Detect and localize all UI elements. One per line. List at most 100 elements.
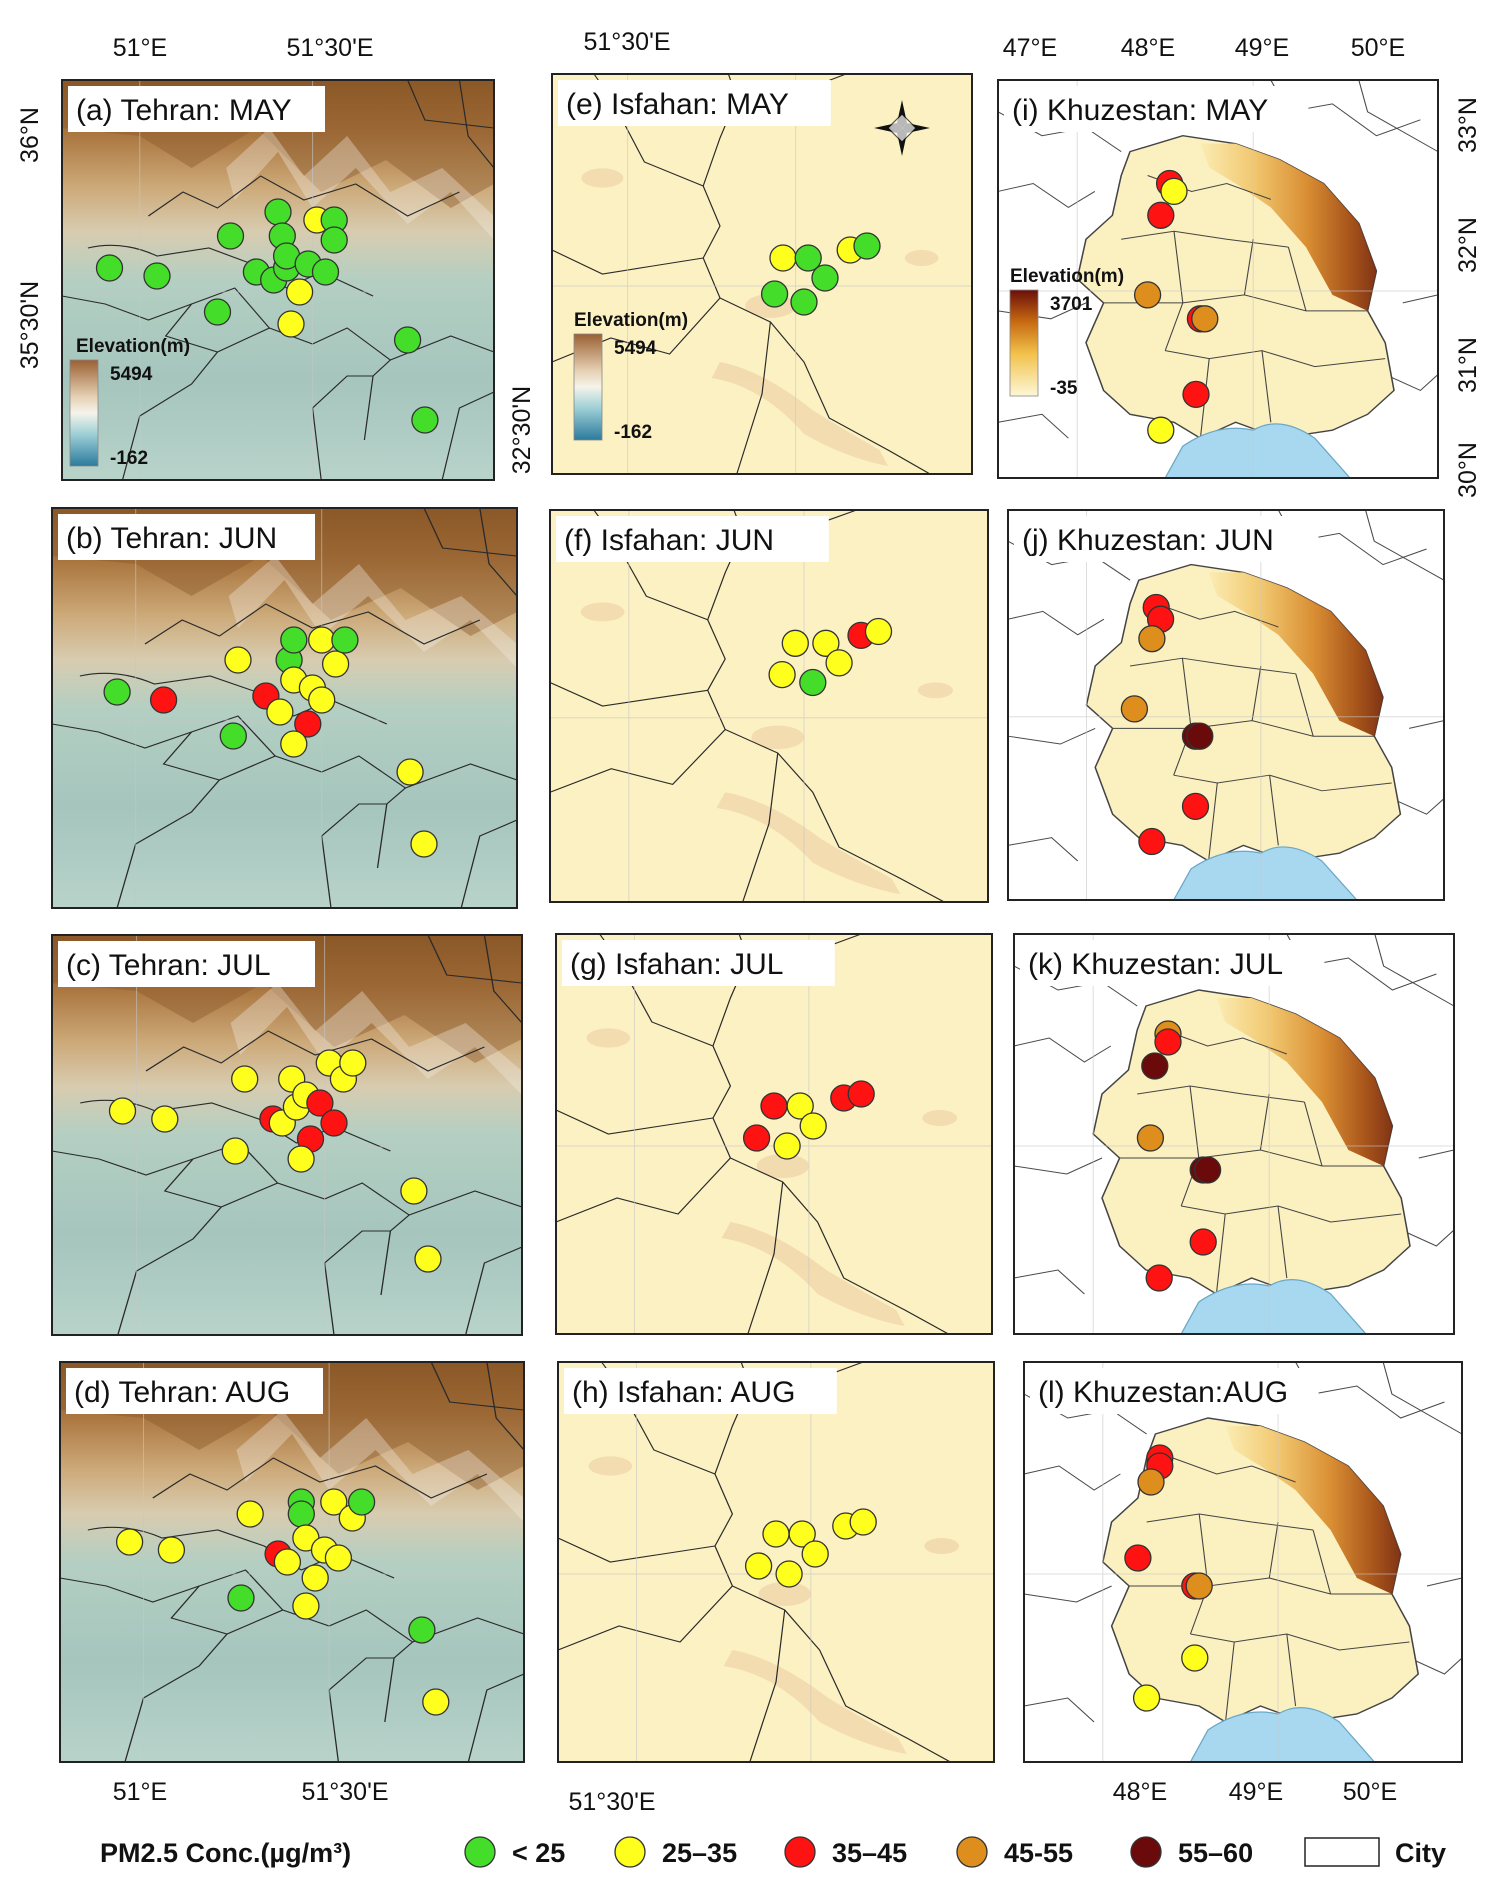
station-marker-c35_45 bbox=[742, 1124, 771, 1152]
pm25-legend-swatch-c55_60 bbox=[1130, 1836, 1162, 1868]
station-marker-c25_35 bbox=[115, 1528, 144, 1556]
station-markers bbox=[1136, 1020, 1222, 1292]
station-marker-c25_35 bbox=[786, 1092, 814, 1120]
panel-title-box bbox=[1030, 1368, 1319, 1414]
terrain-layer bbox=[557, 1361, 995, 1763]
panel-title-box bbox=[1004, 86, 1309, 132]
station-marker-lt25 bbox=[799, 668, 827, 697]
station-marker-lt25 bbox=[811, 264, 839, 292]
station-markers bbox=[1124, 1444, 1213, 1712]
map-frame bbox=[51, 507, 518, 909]
map-panel-k: (k) Khuzestan: JUL bbox=[1014, 934, 1454, 1334]
map-panel-g: (g) Isfahan: JUL bbox=[555, 933, 993, 1335]
station-marker-c25_35 bbox=[339, 1049, 367, 1077]
station-marker-lt25 bbox=[216, 222, 245, 250]
station-marker-c25_35 bbox=[236, 1500, 264, 1528]
elevation-legend-title: Elevation(m) bbox=[76, 336, 190, 357]
station-marker-c25_35 bbox=[273, 1548, 302, 1576]
station-marker-c35_45 bbox=[320, 1109, 348, 1137]
map-panel-i: (i) Khuzestan: MAY Elevation(m) 3701 -35 bbox=[998, 80, 1438, 478]
elevation-min: -162 bbox=[110, 448, 148, 469]
map-panel-f: (f) Isfahan: JUN bbox=[549, 509, 989, 903]
station-marker-c25_35 bbox=[744, 1552, 773, 1580]
map-frame bbox=[549, 509, 989, 903]
pm25-legend-label: 55–60 bbox=[1178, 1838, 1253, 1868]
station-marker-lt25 bbox=[219, 722, 247, 750]
station-marker-lt25 bbox=[280, 626, 308, 654]
station-marker-c25_35 bbox=[864, 617, 893, 646]
station-marker-c25_35 bbox=[762, 1520, 790, 1548]
elevation-max: 5494 bbox=[110, 364, 153, 385]
station-marker-c45_55 bbox=[1137, 1468, 1165, 1496]
pm25-legend-label: 25–35 bbox=[662, 1838, 737, 1868]
station-marker-c35_45 bbox=[1124, 1544, 1152, 1572]
axis-tick-label: 51°30'E bbox=[583, 28, 670, 56]
panel-title: (e) Isfahan: MAY bbox=[566, 88, 789, 121]
map-frame bbox=[551, 73, 973, 475]
station-marker-lt25 bbox=[760, 280, 789, 308]
terrain-layer bbox=[1014, 934, 1454, 1334]
terrain-layer bbox=[549, 509, 989, 903]
panel-title-box bbox=[58, 941, 315, 987]
map-frame bbox=[1023, 1361, 1463, 1763]
map-panel-e: (e) Isfahan: MAY Elevation(m) 5494 -162 bbox=[551, 73, 973, 475]
station-marker-c25_35 bbox=[799, 1112, 827, 1140]
pm25-legend-label: 35–45 bbox=[832, 1838, 907, 1868]
station-marker-lt25 bbox=[393, 326, 422, 354]
station-marker-c25_35 bbox=[781, 629, 809, 657]
pm25-legend-label: < 25 bbox=[512, 1838, 565, 1868]
map-panel-h: (h) Isfahan: AUG bbox=[557, 1361, 995, 1763]
elevation-max: 5494 bbox=[614, 338, 657, 359]
elevation-min: -35 bbox=[1050, 378, 1078, 399]
station-marker-c25_35 bbox=[287, 1145, 315, 1173]
pm25-legend-swatch-c25_35 bbox=[614, 1836, 646, 1868]
station-marker-c25_35 bbox=[266, 698, 294, 726]
axis-tick-label: 50°E bbox=[1343, 1778, 1397, 1806]
station-marker-c25_35 bbox=[324, 1544, 353, 1572]
station-marker-c25_35 bbox=[308, 686, 336, 714]
station-marker-c25_35 bbox=[410, 830, 438, 858]
elevation-legend-title: Elevation(m) bbox=[1010, 266, 1124, 287]
station-markers bbox=[1133, 169, 1219, 444]
station-marker-c25_35 bbox=[414, 1245, 442, 1273]
station-marker-c45_55 bbox=[1138, 625, 1166, 653]
panel-title: (a) Tehran: MAY bbox=[76, 94, 292, 127]
station-marker-lt25 bbox=[411, 406, 439, 434]
station-markers bbox=[108, 1049, 442, 1273]
station-marker-lt25 bbox=[790, 288, 818, 316]
station-marker-c25_35 bbox=[1147, 416, 1175, 444]
station-markers bbox=[115, 1488, 450, 1716]
station-marker-c25_35 bbox=[108, 1097, 137, 1125]
station-markers bbox=[760, 232, 881, 316]
station-marker-c45_55 bbox=[1191, 305, 1219, 333]
north-arrow-icon bbox=[874, 100, 930, 156]
graticule bbox=[1024, 1362, 1462, 1762]
elevation-legend: Elevation(m) 3701 -35 bbox=[1009, 266, 1124, 399]
station-marker-c55_60 bbox=[1141, 1052, 1169, 1080]
station-marker-c35_45 bbox=[1181, 792, 1210, 821]
axis-tick-label: 30°N bbox=[1454, 442, 1482, 498]
station-marker-c25_35 bbox=[812, 629, 840, 657]
station-marker-lt25 bbox=[331, 626, 359, 654]
axis-tick-label: 51°E bbox=[113, 34, 167, 62]
station-marker-c25_35 bbox=[400, 1177, 428, 1205]
axis-tick-label: 49°E bbox=[1235, 34, 1289, 62]
panel-title-box bbox=[558, 80, 831, 126]
axis-tick-label: 47°E bbox=[1003, 34, 1057, 62]
station-marker-lt25 bbox=[103, 678, 131, 706]
panel-title: (l) Khuzestan:AUG bbox=[1038, 1376, 1288, 1409]
station-marker-c25_35 bbox=[773, 1132, 801, 1160]
map-panel-b: (b) Tehran: JUN bbox=[51, 507, 518, 909]
panel-title: (d) Tehran: AUG bbox=[74, 1376, 290, 1409]
station-marker-c55_60 bbox=[1193, 1156, 1222, 1184]
map-panel-j: (j) Khuzestan: JUN bbox=[1008, 510, 1444, 900]
station-marker-lt25 bbox=[408, 1616, 436, 1644]
panel-title-box bbox=[58, 514, 315, 560]
station-marker-lt25 bbox=[853, 232, 881, 260]
pm25-legend-swatch-lt25 bbox=[464, 1836, 496, 1868]
station-marker-c25_35 bbox=[224, 646, 252, 674]
station-marker-lt25 bbox=[264, 198, 292, 226]
station-marker-c35_45 bbox=[294, 710, 322, 738]
station-marker-c35_45 bbox=[1154, 1028, 1182, 1056]
pm25-legend: PM2.5 Conc.(µg/m³) < 25 25–35 35–45 45-55 55–… bbox=[100, 1836, 1446, 1868]
